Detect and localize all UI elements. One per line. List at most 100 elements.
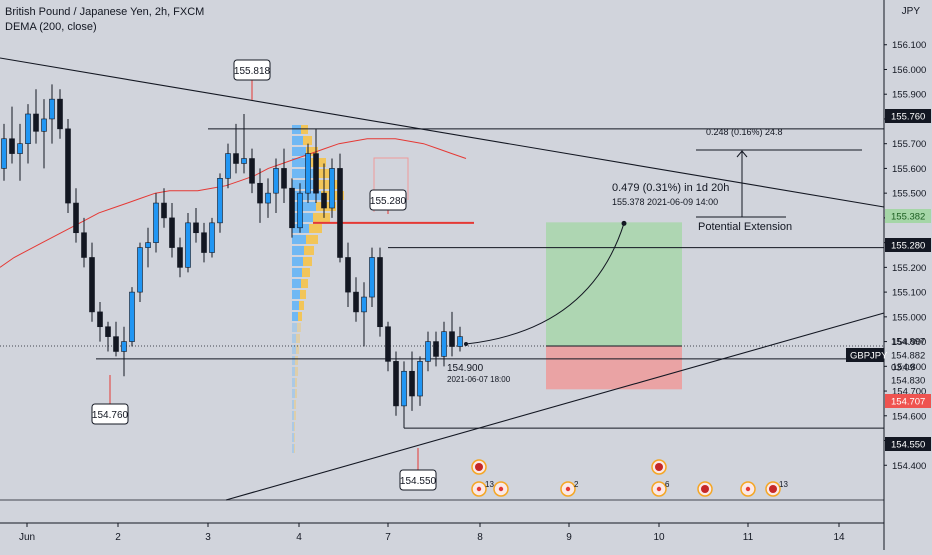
candle-body[interactable]	[401, 370, 407, 407]
candle-body[interactable]	[441, 331, 447, 357]
event-badge-text: 6	[665, 480, 670, 489]
candle-body[interactable]	[433, 341, 439, 357]
point-date-text: 2021-06-07 18:00	[447, 375, 511, 384]
x-tick-label: 7	[385, 532, 391, 543]
candle-body[interactable]	[1, 138, 7, 169]
price-label: 154.897	[891, 337, 925, 348]
candle-body[interactable]	[345, 257, 351, 293]
volume-profile-bar	[292, 191, 321, 200]
candle-body[interactable]	[81, 232, 87, 258]
candle-body[interactable]	[105, 326, 111, 337]
volume-profile-bar	[313, 213, 330, 222]
event-badge-text: 13	[779, 480, 788, 489]
price-label: 154.550	[891, 440, 925, 451]
candle-body[interactable]	[361, 296, 367, 313]
volume-profile-bar	[292, 444, 294, 453]
candle-body[interactable]	[209, 222, 215, 253]
descending-trendline[interactable]	[0, 57, 885, 208]
price-callout-box[interactable]	[369, 189, 407, 211]
candle-body[interactable]	[193, 222, 199, 234]
candle-body[interactable]	[449, 331, 455, 347]
x-tick-label: 9	[566, 532, 572, 543]
candle-body[interactable]	[369, 257, 375, 298]
price-label: 155.760	[891, 112, 925, 123]
price-callout-box[interactable]	[91, 403, 129, 425]
volume-profile-bar	[292, 400, 294, 409]
candle-body[interactable]	[57, 98, 63, 130]
candle-body[interactable]	[169, 217, 175, 248]
candle-body[interactable]	[225, 153, 231, 179]
volume-profile-bar	[292, 367, 295, 376]
candle-body[interactable]	[305, 153, 311, 194]
volume-profile-bar	[295, 367, 298, 376]
candle-body[interactable]	[217, 178, 223, 224]
price-callout-box[interactable]	[399, 469, 437, 491]
projection-start-dot	[464, 342, 468, 347]
projection-curve[interactable]	[465, 223, 625, 345]
candle-body[interactable]	[145, 242, 151, 248]
candle-body[interactable]	[281, 168, 287, 189]
candle-body[interactable]	[249, 158, 255, 184]
candle-body[interactable]	[121, 341, 127, 352]
volume-profile-bar	[304, 246, 314, 255]
candle-body[interactable]	[41, 118, 47, 132]
candle-body[interactable]	[297, 192, 303, 229]
candle-body[interactable]	[417, 361, 423, 397]
candle-body[interactable]	[257, 182, 263, 204]
candle-body[interactable]	[73, 202, 79, 234]
candle-body[interactable]	[185, 222, 191, 268]
candle-body[interactable]	[177, 247, 183, 268]
candle-body[interactable]	[233, 153, 239, 164]
candle-body[interactable]	[137, 247, 143, 293]
volume-profile-bar	[292, 279, 301, 288]
candle-body[interactable]	[161, 202, 167, 219]
candle-body[interactable]	[273, 168, 279, 194]
y-tick-label: 154.800	[892, 362, 926, 373]
volume-profile-bar	[297, 323, 301, 332]
price-callout-box[interactable]	[233, 59, 271, 81]
candle-body[interactable]	[65, 128, 71, 204]
candle-body[interactable]	[337, 168, 343, 258]
candle-body[interactable]	[289, 187, 295, 229]
price-label-bg	[885, 394, 931, 408]
volume-profile-bar	[301, 125, 308, 134]
candle-body[interactable]	[385, 326, 391, 362]
candle-body[interactable]	[353, 291, 359, 313]
candle-body[interactable]	[33, 113, 39, 132]
candle-body[interactable]	[241, 158, 247, 164]
volume-profile-bar	[294, 444, 295, 453]
candle-body[interactable]	[153, 202, 159, 243]
extension-label: Potential Extension	[698, 221, 792, 233]
event-center-icon	[475, 463, 483, 471]
volume-profile-bar	[306, 235, 318, 244]
candle-body[interactable]	[313, 153, 319, 194]
volume-profile-bar	[298, 312, 302, 321]
volume-profile-bar	[296, 334, 300, 343]
candle-body[interactable]	[129, 291, 135, 342]
candle-body[interactable]	[265, 192, 271, 204]
candle-body[interactable]	[25, 113, 31, 144]
candle-body[interactable]	[201, 232, 207, 253]
profit-zone[interactable]	[546, 222, 682, 347]
candle-body[interactable]	[9, 138, 15, 154]
ascending-trendline[interactable]	[225, 312, 885, 501]
candle-body[interactable]	[97, 311, 103, 328]
candle-body[interactable]	[409, 370, 415, 397]
event-center-icon	[769, 485, 777, 493]
candle-body[interactable]	[329, 168, 335, 209]
loss-zone[interactable]	[546, 346, 682, 390]
candle-body[interactable]	[89, 257, 95, 313]
candle-body[interactable]	[321, 192, 327, 209]
candle-body[interactable]	[49, 98, 55, 120]
candle-body[interactable]	[113, 336, 119, 352]
volume-profile-bar	[292, 246, 304, 255]
projection-target-dot	[621, 220, 627, 226]
event-badge-text: 13	[485, 480, 494, 489]
candle-body[interactable]	[457, 336, 463, 347]
candle-body[interactable]	[393, 361, 399, 407]
candle-body[interactable]	[377, 257, 383, 328]
candle-body[interactable]	[425, 341, 431, 362]
candle-body[interactable]	[17, 143, 23, 154]
volume-profile-bar	[292, 378, 295, 387]
